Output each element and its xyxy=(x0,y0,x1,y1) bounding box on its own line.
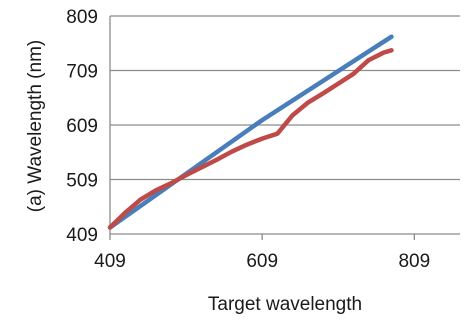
gridlines xyxy=(110,15,460,181)
y-tick-label: 409 xyxy=(66,225,98,246)
x-tick-label: 609 xyxy=(246,251,278,272)
x-tick-label: 809 xyxy=(398,251,430,272)
y-tick-label: 809 xyxy=(66,7,98,28)
axes xyxy=(109,16,460,240)
y-tick-label: 609 xyxy=(66,116,98,137)
x-tick-label: 409 xyxy=(94,251,126,272)
y-tick-label: 509 xyxy=(66,171,98,192)
series-lines xyxy=(107,34,394,230)
y-tick-label: 709 xyxy=(66,62,98,83)
series-line-1 xyxy=(107,34,394,230)
series-line-2 xyxy=(107,48,394,230)
tick-labels: 809 709 609 509 409 409 609 809 xyxy=(66,7,430,272)
y-axis-title: (a) Wavelength (nm) xyxy=(25,40,46,212)
x-axis-title: Target wavelength xyxy=(208,294,362,315)
